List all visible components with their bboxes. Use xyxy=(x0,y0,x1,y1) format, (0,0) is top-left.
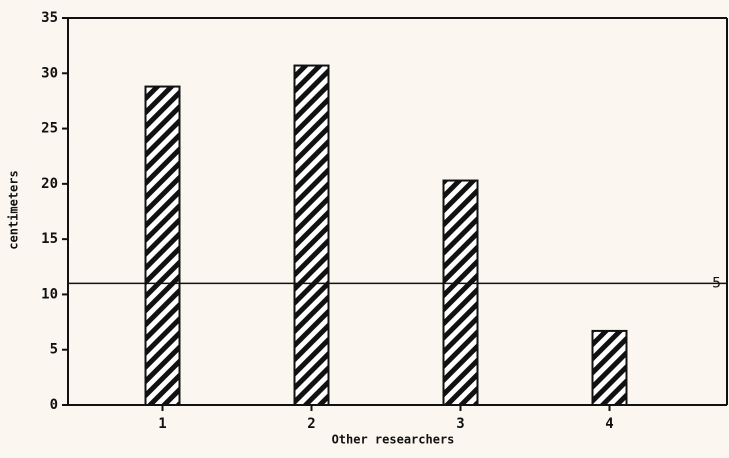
y-axis-label: centimeters xyxy=(7,170,21,249)
y-tick-label: 20 xyxy=(41,176,58,192)
reference-label: 5 xyxy=(712,275,721,291)
bar xyxy=(444,181,478,405)
y-tick-label: 10 xyxy=(41,286,58,302)
y-tick-label: 0 xyxy=(50,397,58,413)
x-tick-label: 2 xyxy=(307,416,315,432)
bar xyxy=(295,66,329,405)
x-tick-label: 1 xyxy=(158,416,166,432)
y-tick-label: 25 xyxy=(41,121,58,137)
bar xyxy=(146,87,180,405)
bar xyxy=(593,331,627,405)
x-tick-label: 3 xyxy=(456,416,464,432)
x-axis-label: Other researchers xyxy=(332,433,455,447)
y-tick-label: 15 xyxy=(41,231,58,247)
y-tick-label: 30 xyxy=(41,65,58,81)
y-tick-label: 35 xyxy=(41,10,58,26)
chart: centimeters Other researchers 0510152025… xyxy=(0,0,729,458)
y-tick-label: 5 xyxy=(50,342,58,358)
x-tick-label: 4 xyxy=(605,416,613,432)
